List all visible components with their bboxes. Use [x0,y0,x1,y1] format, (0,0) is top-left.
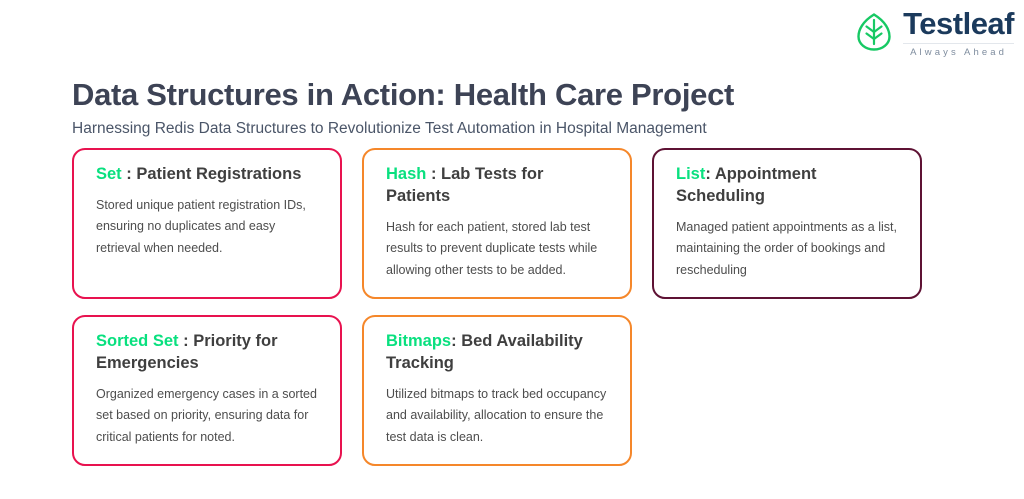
card-hash: Hash : Lab Tests for Patients Hash for e… [362,148,632,300]
card-title: Appointment Scheduling [676,165,817,205]
card-separator: : [705,165,715,183]
card-body: Managed patient appointments as a list, … [676,219,897,277]
card-list: List: Appointment Scheduling Managed pat… [652,148,922,300]
card-grid: Set : Patient Registrations Stored uniqu… [72,148,952,482]
page-subtitle: Harnessing Redis Data Structures to Revo… [72,119,707,137]
card-heading: Set : Patient Registrations [96,164,320,186]
card-separator: : [426,165,442,183]
card-heading: Hash : Lab Tests for Patients [386,164,610,208]
card-title: Priority for Emergencies [96,332,278,372]
card-keyword: Set [96,165,122,183]
card-keyword: Sorted Set [96,332,179,351]
card-title: Patient Registrations [136,165,302,183]
brand-logo: Testleaf Always Ahead [853,6,1014,58]
leaf-icon [853,11,895,53]
card-row-2: Sorted Set : Priority for Emergencies Or… [72,315,952,467]
card-heading: List: Appointment Scheduling [676,164,900,208]
brand-text-block: Testleaf Always Ahead [903,6,1014,58]
brand-tagline: Always Ahead [903,43,1014,58]
card-body: Hash for each patient, stored lab test r… [386,219,598,277]
page-title: Data Structures in Action: Health Care P… [72,76,735,112]
card-body: Organized emergency cases in a sorted se… [96,386,317,444]
card-body: Stored unique patient registration IDs, … [96,197,306,255]
card-heading: Sorted Set : Priority for Emergencies [96,331,320,375]
card-keyword: Bitmaps [386,332,452,351]
card-heading: Bitmaps: Bed Availability Tracking [386,331,610,375]
card-separator: : [178,332,194,351]
card-body: Utilized bitmaps to track bed occupancy … [386,386,607,444]
card-sorted-set: Sorted Set : Priority for Emergencies Or… [72,315,342,467]
card-title: Bed Availability Tracking [386,332,583,372]
brand-wordmark: Testleaf [903,6,1014,41]
card-bitmaps: Bitmaps: Bed Availability Tracking Utili… [362,315,632,467]
card-separator: : [451,332,462,351]
card-row-1: Set : Patient Registrations Stored uniqu… [72,148,952,300]
card-separator: : [121,165,137,183]
card-set: Set : Patient Registrations Stored uniqu… [72,148,342,300]
card-keyword: Hash [386,165,427,183]
card-keyword: List [676,165,706,183]
card-title: Lab Tests for Patients [386,165,544,205]
